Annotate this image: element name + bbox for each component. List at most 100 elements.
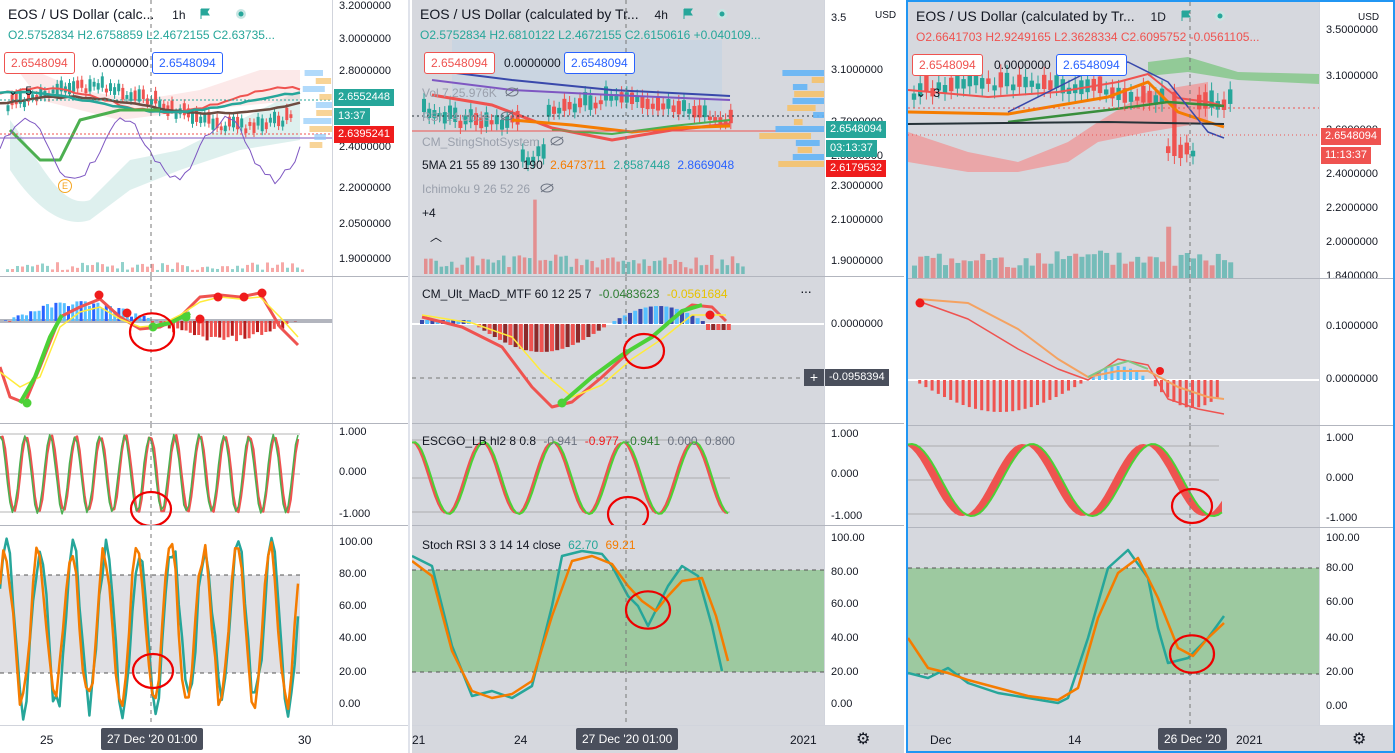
candle — [541, 144, 546, 159]
escgo-pane[interactable]: ESCGO_LB hl2 8 0.8 -0.941 -0.977 -0.941 … — [412, 424, 824, 525]
price-pane[interactable]: EOS / US Dollar (calculated by Tr... 1D … — [908, 2, 1319, 278]
flag-icon[interactable] — [199, 8, 211, 20]
macd-pane[interactable] — [908, 279, 1319, 425]
price-pane[interactable]: EOS / US Dollar (calculated by Tr... 4h … — [412, 0, 824, 276]
more-indicators-count[interactable]: +4 — [422, 206, 436, 220]
macd-histogram-bar — [88, 305, 91, 321]
macd-chart[interactable] — [0, 277, 332, 423]
macd-legend[interactable]: CM_Ult_MacD_MTF 60 12 25 7 -0.0483623 -0… — [422, 287, 728, 301]
interval-label[interactable]: 1h — [172, 8, 186, 22]
indicator-stingshot[interactable]: CM_StingShotSystem — [422, 135, 565, 149]
volume-bar — [81, 262, 84, 272]
macd-axis[interactable]: 0.0000000 -0.0958394 — [824, 277, 904, 423]
interval-label[interactable]: 4h — [654, 8, 668, 22]
signal-line — [421, 314, 726, 398]
macd-axis[interactable] — [332, 277, 408, 423]
macd-chart[interactable] — [908, 279, 1319, 425]
candle — [593, 102, 598, 109]
candlestick-chart[interactable] — [412, 0, 824, 276]
stoch-rsi-pane[interactable] — [0, 526, 332, 725]
volume-bar — [554, 254, 558, 274]
flag-icon[interactable] — [682, 8, 694, 20]
chart-panel-1h[interactable]: EOS / US Dollar (calc... 1h O2.5752834 H… — [0, 0, 410, 753]
macd-chart[interactable] — [412, 277, 824, 423]
buy-price-button[interactable]: 2.6548094 — [1056, 54, 1127, 76]
candlestick-chart[interactable] — [908, 2, 1319, 278]
symbol-title[interactable]: EOS / US Dollar (calculated by Tr... — [916, 8, 1135, 24]
stoch-rsi-axis[interactable]: 100.00 80.00 60.00 40.00 20.00 0.00 — [1319, 528, 1393, 727]
indicator-name: ESCGO_LB hl2 8 0.8 — [422, 434, 537, 448]
settings-gear-icon[interactable]: ⚙ — [856, 731, 871, 748]
interval-label[interactable]: 1D — [1150, 10, 1166, 24]
price-pane[interactable]: EOS / US Dollar (calc... 1h O2.5752834 H… — [0, 0, 332, 276]
collapse-legend-button[interactable]: ⌄ 5 — [8, 84, 32, 98]
symbol-title[interactable]: EOS / US Dollar (calculated by Tr... — [420, 6, 639, 22]
stoch-rsi-pane[interactable] — [908, 528, 1319, 727]
macd-pane[interactable] — [0, 277, 332, 423]
symbol-title[interactable]: EOS / US Dollar (calc... — [8, 6, 155, 22]
stoch-rsi-legend[interactable]: Stoch RSI 3 3 14 14 close 62.70 69.21 — [422, 538, 636, 552]
sell-price-button[interactable]: 2.6548094 — [912, 54, 983, 76]
candle — [219, 126, 223, 131]
stoch-rsi-chart[interactable] — [0, 526, 332, 725]
macd-histogram-bar — [260, 321, 264, 335]
volume-bar — [512, 256, 516, 274]
sell-price-button[interactable]: 2.6548094 — [4, 52, 75, 74]
chart-panel-4h[interactable]: EOS / US Dollar (calculated by Tr... 4h … — [412, 0, 904, 753]
escgo-chart[interactable] — [412, 424, 824, 525]
buy-price-button[interactable]: 2.6548094 — [152, 52, 223, 74]
indicator-5ma[interactable]: 5MA 21 55 89 130 190 2.6473711 2.8587448… — [422, 158, 734, 172]
volume-bar — [141, 263, 144, 272]
escgo-axis[interactable]: 1.000 0.000 -1.000 — [332, 424, 408, 525]
time-axis[interactable]: 25 30 27 Dec '20 01:00 — [0, 725, 408, 753]
macd-histogram-bar — [596, 324, 601, 331]
candlestick-chart[interactable] — [0, 0, 332, 276]
price-axis[interactable]: USD 3.53.10000002.70000002.50000002.3000… — [824, 0, 904, 276]
axis-tick: -1.000 — [1326, 512, 1358, 524]
indicator-rsi[interactable]: RSI 14 close — [422, 110, 515, 124]
chart-panel-1d[interactable]: EOS / US Dollar (calculated by Tr... 1D … — [906, 0, 1395, 753]
macd-pane[interactable]: CM_Ult_MacD_MTF 60 12 25 7 -0.0483623 -0… — [412, 277, 824, 423]
highlight-circle — [606, 495, 650, 525]
escgo-legend[interactable]: ESCGO_LB hl2 8 0.8 -0.941 -0.977 -0.941 … — [422, 434, 735, 448]
escgo-axis[interactable]: 1.000 0.000 -1.000 — [1319, 426, 1393, 527]
sell-price-button[interactable]: 2.6548094 — [424, 52, 495, 74]
macd-histogram-bar — [180, 321, 184, 331]
earnings-badge-icon[interactable]: E — [58, 179, 72, 193]
eye-off-icon[interactable] — [499, 111, 515, 121]
eye-off-icon[interactable] — [504, 87, 520, 97]
buy-price-button[interactable]: 2.6548094 — [564, 52, 635, 74]
stoch-rsi-chart[interactable] — [908, 528, 1319, 727]
time-axis[interactable]: Dec 14 2021 26 Dec '20 ⚙ — [908, 725, 1393, 751]
price-axis[interactable]: USD 3.50000003.10000002.60000002.4000000… — [1319, 2, 1393, 282]
escgo-chart[interactable] — [908, 426, 1319, 527]
indicator-vol[interactable]: Vol 7.25.976K — [422, 86, 520, 100]
eye-off-icon[interactable] — [539, 183, 555, 193]
time-axis[interactable]: 21 24 2021 27 Dec '20 01:00 ⚙ — [412, 725, 904, 753]
stoch-rsi-axis[interactable]: 100.00 80.00 60.00 40.00 20.00 0.00 — [332, 526, 408, 725]
plus-icon[interactable]: + — [804, 369, 824, 386]
more-icon[interactable]: ··· — [800, 283, 812, 299]
volume-bar — [101, 264, 104, 272]
indicator-ichimoku[interactable]: Ichimoku 9 26 52 26 — [422, 182, 555, 196]
escgo-pane[interactable] — [908, 426, 1319, 527]
stoch-rsi-chart[interactable] — [412, 526, 824, 725]
candle — [84, 88, 88, 94]
eye-off-icon[interactable] — [549, 136, 565, 146]
highlight-circle — [128, 312, 176, 352]
escgo-chart[interactable] — [0, 424, 332, 525]
stoch-rsi-axis[interactable]: 100.00 80.00 60.00 40.00 20.00 0.00 — [824, 526, 904, 725]
candle — [1104, 89, 1109, 95]
settings-gear-icon[interactable]: ⚙ — [1352, 731, 1367, 748]
axis-tick: 60.00 — [1326, 596, 1354, 608]
volume-bar — [121, 262, 124, 272]
chevron-up-icon[interactable]: ︿ — [430, 230, 443, 244]
price-axis[interactable]: 3.20000003.00000002.80000002.60000002.40… — [332, 0, 408, 276]
stoch-rsi-pane[interactable]: Stoch RSI 3 3 14 14 close 62.70 69.21 — [412, 526, 824, 725]
escgo-pane[interactable] — [0, 424, 332, 525]
candle — [1091, 78, 1096, 91]
collapse-legend-button[interactable]: ⌄ 3 — [916, 86, 940, 100]
escgo-axis[interactable]: 1.000 0.000 -1.000 — [824, 424, 904, 525]
macd-axis[interactable]: 0.1000000 0.0000000 — [1319, 279, 1393, 425]
flag-icon[interactable] — [1180, 10, 1192, 22]
